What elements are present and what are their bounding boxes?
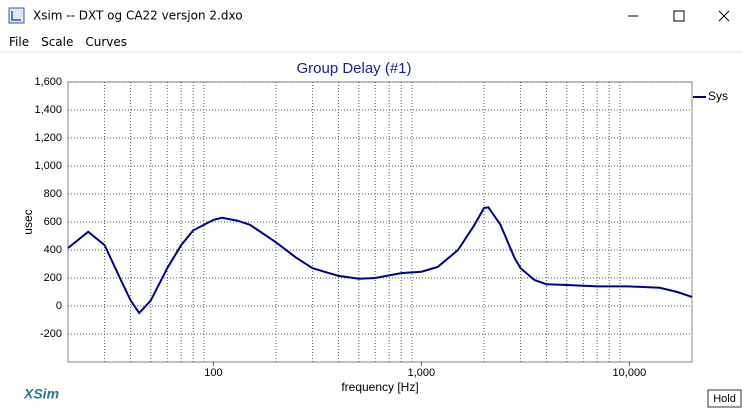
y-tick-label: 1,400 (34, 104, 62, 116)
x-tick-label: 10,000 (613, 367, 647, 379)
y-tick-label: 1,600 (34, 76, 62, 88)
title-bar-graphics: Xsim -- DXT og CA22 versjon 2.dxo (8, 7, 730, 24)
x-tick-label: 100 (204, 367, 222, 379)
y-tick-label: 1,200 (34, 132, 62, 144)
chart-title: Group Delay (#1) (296, 60, 411, 77)
menu-bar: File Scale Curves (0, 32, 743, 52)
hold-button-label[interactable]: Hold (713, 393, 736, 405)
menu-item[interactable]: File (9, 35, 30, 49)
legend-label: Sys (708, 89, 728, 103)
maximize-button[interactable] (673, 10, 685, 22)
logo: XSim (23, 386, 59, 402)
series-line (67, 206, 693, 315)
y-tick-label: -200 (40, 328, 62, 340)
y-tick-label: 600 (44, 216, 62, 228)
hold-button[interactable] (707, 389, 742, 408)
x-tick-label: 1,000 (408, 367, 436, 379)
window-title: Xsim -- DXT og CA22 versjon 2.dxo (33, 9, 243, 23)
x-axis-label: frequency [Hz] (341, 380, 418, 394)
y-axis-label: usec (21, 209, 35, 234)
y-tick-label: 400 (44, 244, 62, 256)
y-tick-label: 800 (44, 188, 62, 200)
menu-item[interactable]: Scale (41, 35, 74, 49)
close-button[interactable] (718, 10, 730, 22)
y-tick-label: 1,000 (34, 160, 62, 172)
y-tick-label: 200 (44, 272, 62, 284)
title-bar: Xsim -- DXT og CA22 versjon 2.dxo (0, 0, 743, 32)
app-icon-glyph (11, 11, 21, 21)
menu-item[interactable]: Curves (85, 35, 128, 49)
y-tick-label: 0 (56, 300, 62, 312)
